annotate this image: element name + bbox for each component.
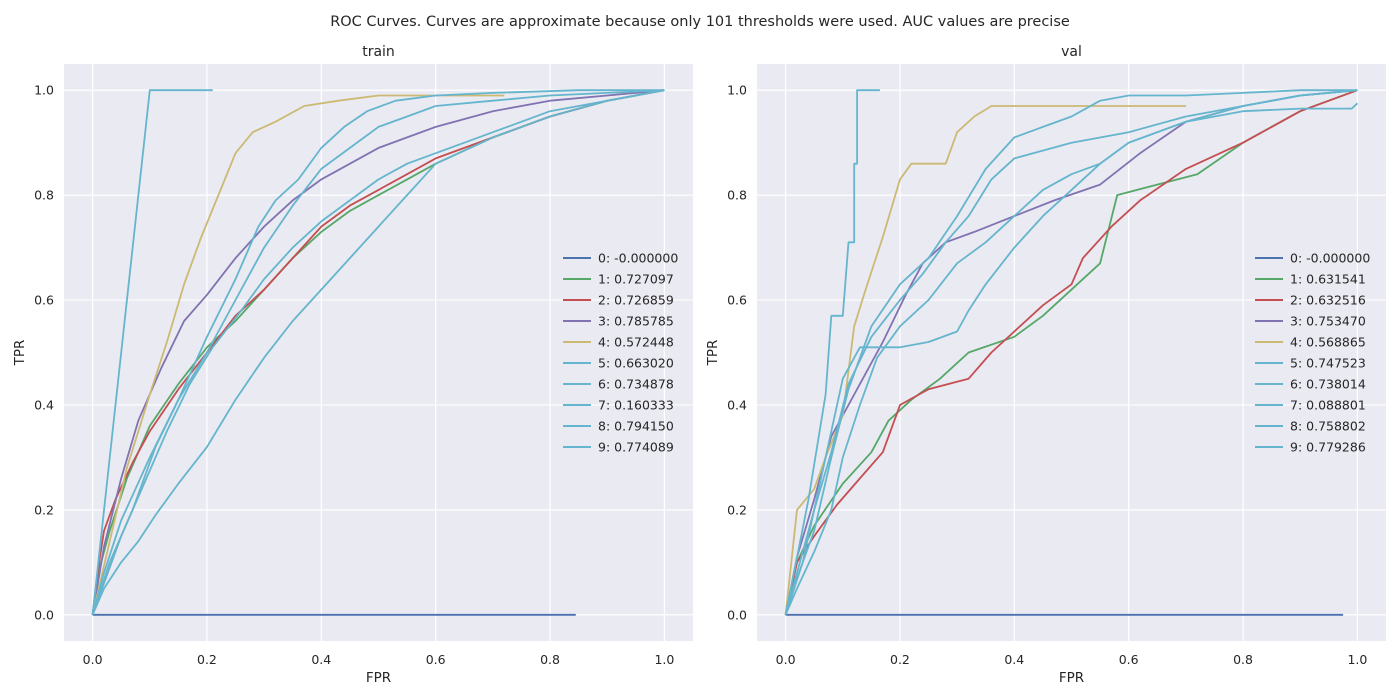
x-axis-label: FPR xyxy=(366,670,391,686)
legend-label: 4: 0.572448 xyxy=(598,335,674,350)
panel-train: 0.0 0.2 0.4 0.6 0.8 1.0 0.0 0.2 0.4 0.6 0.8 1.0 trai… xyxy=(12,44,693,686)
x-tick-label: 0.4 xyxy=(1004,652,1024,667)
series-line-8 xyxy=(91,89,665,616)
x-tick-label: 0.4 xyxy=(311,652,331,667)
x-tick-label: 1.0 xyxy=(1347,652,1367,667)
y-tick-label: 0.2 xyxy=(727,502,747,517)
legend-label: 2: 0.632516 xyxy=(1290,293,1366,308)
y-tick-label: 0.6 xyxy=(34,293,54,308)
legend: 0: -0.000000 1: 0.631541 2: 0.632516 3: 0.7… xyxy=(1255,251,1370,455)
legend-label: 4: 0.568865 xyxy=(1290,335,1366,350)
x-tick-label: 1.0 xyxy=(654,652,674,667)
legend-label: 3: 0.785785 xyxy=(598,314,674,329)
x-tick-label: 0.2 xyxy=(890,652,910,667)
x-tick-label: 0.6 xyxy=(426,652,446,667)
y-tick-label: 1.0 xyxy=(34,83,54,98)
panel-title: val xyxy=(1061,44,1082,60)
legend-label: 9: 0.774089 xyxy=(598,440,674,455)
x-tick-label: 0.8 xyxy=(540,652,560,667)
legend-label: 0: -0.000000 xyxy=(598,251,678,266)
series-line-2 xyxy=(784,89,1358,615)
series-line-4 xyxy=(784,105,1186,615)
y-tick-label: 0.4 xyxy=(34,397,54,412)
y-tick-label: 0.8 xyxy=(34,188,54,203)
x-tick-label: 0.0 xyxy=(776,652,796,667)
series-lines xyxy=(784,89,1359,616)
legend-label: 0: -0.000000 xyxy=(1290,251,1370,266)
legend: 0: -0.000000 1: 0.727097 2: 0.726859 3: 0.7… xyxy=(563,251,678,455)
x-axis-label: FPR xyxy=(1059,670,1084,686)
x-tick-label: 0.8 xyxy=(1233,652,1253,667)
series-lines xyxy=(91,89,665,616)
series-line-9 xyxy=(784,89,1358,616)
legend-label: 6: 0.734878 xyxy=(598,377,674,392)
legend-label: 5: 0.663020 xyxy=(598,356,674,371)
plot-area xyxy=(64,64,693,641)
legend-label: 3: 0.753470 xyxy=(1290,314,1366,329)
figure-suptitle: ROC Curves. Curves are approximate becau… xyxy=(330,14,1070,30)
series-line-6 xyxy=(91,89,665,616)
y-tick-label: 0.8 xyxy=(727,188,747,203)
series-line-5 xyxy=(784,89,1358,616)
legend-label: 9: 0.779286 xyxy=(1290,440,1366,455)
series-line-5 xyxy=(91,89,665,616)
y-tick-label: 0.6 xyxy=(727,293,747,308)
legend-label: 6: 0.738014 xyxy=(1290,377,1366,392)
legend-label: 2: 0.726859 xyxy=(598,293,674,308)
series-line-7 xyxy=(784,89,880,615)
legend-label: 7: 0.088801 xyxy=(1290,398,1366,413)
series-line-3 xyxy=(91,89,665,615)
x-tick-label: 0.6 xyxy=(1119,652,1139,667)
x-tick-label: 0.2 xyxy=(197,652,217,667)
y-tick-label: 0.2 xyxy=(34,502,54,517)
x-tick-label: 0.0 xyxy=(83,652,103,667)
legend-label: 8: 0.758802 xyxy=(1290,419,1366,434)
y-tick-label: 0.0 xyxy=(34,607,54,622)
y-tick-label: 0.0 xyxy=(727,607,747,622)
y-axis-label: TPR xyxy=(12,340,28,367)
y-axis-label: TPR xyxy=(705,340,721,367)
series-line-7 xyxy=(91,89,213,615)
legend-label: 8: 0.794150 xyxy=(598,419,674,434)
series-line-4 xyxy=(91,94,505,616)
legend-label: 7: 0.160333 xyxy=(598,398,674,413)
panel-title: train xyxy=(362,44,395,60)
series-line-8 xyxy=(784,102,1359,616)
panel-val: 0.0 0.2 0.4 0.6 0.8 1.0 0.0 0.2 0.4 0.6 0.8 1.0 val F… xyxy=(705,44,1386,686)
series-line-1 xyxy=(784,89,1358,615)
legend-label: 5: 0.747523 xyxy=(1290,356,1366,371)
legend-label: 1: 0.631541 xyxy=(1290,272,1366,287)
series-line-9 xyxy=(91,89,665,616)
y-tick-label: 1.0 xyxy=(727,83,747,98)
y-tick-label: 0.4 xyxy=(727,397,747,412)
legend-label: 1: 0.727097 xyxy=(598,272,674,287)
